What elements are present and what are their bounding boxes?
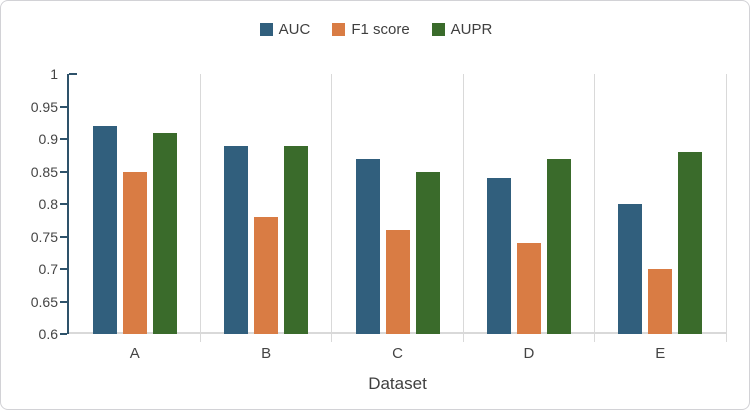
- legend-swatch-icon: [332, 23, 346, 36]
- y-tick-label: 0.9: [38, 131, 58, 147]
- bar-f1-score-C: [385, 230, 410, 334]
- y-axis-line: [67, 74, 69, 334]
- y-tick-mark: [60, 138, 67, 140]
- y-tick-mark: [60, 268, 67, 270]
- y-tick-label: 0.6: [38, 326, 58, 342]
- legend-item: F1 score: [332, 21, 410, 38]
- bar-aupr-E: [678, 152, 703, 334]
- y-tick-mark: [60, 235, 67, 238]
- y-tick-mark: [60, 333, 67, 335]
- legend-swatch-icon: [431, 23, 445, 36]
- y-tick-mark: [69, 73, 77, 75]
- legend-item: AUPR: [431, 21, 493, 38]
- y-tick-label: 0.75: [30, 228, 58, 245]
- bar-auc-E: [618, 204, 643, 334]
- y-tick-label: 1: [50, 66, 58, 82]
- category-gridline: [331, 74, 333, 342]
- y-tick-label: 0.65: [30, 293, 58, 310]
- y-tick-label: 0.95: [30, 98, 58, 115]
- x-tick-label: C: [392, 345, 403, 362]
- bar-aupr-C: [415, 171, 440, 334]
- bar-auc-A: [92, 126, 117, 334]
- legend-label: F1 score: [351, 21, 410, 38]
- legend-label: AUPR: [450, 21, 493, 38]
- category-gridline: [594, 74, 596, 342]
- x-tick-label: E: [655, 345, 666, 362]
- y-tick-label: 0.85: [30, 163, 58, 180]
- bar-aupr-A: [152, 132, 177, 334]
- y-tick-label: 0.7: [38, 261, 58, 277]
- category-gridline: [462, 74, 464, 342]
- y-tick-mark: [60, 203, 67, 205]
- category-gridline: [199, 74, 201, 342]
- bar-auc-C: [355, 158, 380, 334]
- bar-f1-score-D: [516, 243, 541, 334]
- x-tick-label: B: [261, 345, 272, 362]
- legend-swatch-icon: [259, 23, 273, 36]
- y-tick-label: 0.8: [38, 196, 58, 212]
- legend: AUC F1 score AUPR: [1, 21, 749, 38]
- bar-auc-D: [486, 178, 511, 334]
- category-gridline: [725, 74, 727, 342]
- y-tick-mark: [60, 170, 67, 173]
- bar-aupr-B: [284, 145, 309, 334]
- legend-label: AUC: [278, 21, 311, 38]
- legend-item: AUC: [259, 21, 311, 38]
- y-tick-mark: [60, 300, 67, 303]
- x-tick-label: A: [129, 345, 140, 362]
- bar-f1-score-E: [648, 269, 673, 334]
- bar-aupr-D: [546, 158, 571, 334]
- bar-f1-score-B: [254, 217, 279, 334]
- plot-area: [60, 73, 727, 342]
- bar-f1-score-A: [122, 171, 147, 334]
- x-tick-label: D: [523, 345, 535, 362]
- x-axis-title: Dataset: [368, 374, 427, 393]
- bar-auc-B: [224, 145, 249, 334]
- y-tick-mark: [60, 105, 67, 108]
